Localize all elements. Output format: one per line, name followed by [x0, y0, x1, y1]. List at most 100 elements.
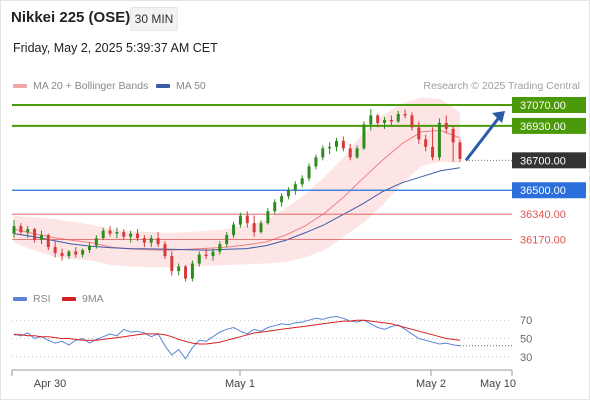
x-tick-label: May 1: [225, 378, 255, 390]
candle: [458, 142, 462, 159]
9ma-swatch-icon: [62, 297, 76, 302]
candle: [280, 196, 284, 203]
candle: [273, 202, 277, 212]
candle: [74, 251, 78, 255]
candle: [163, 244, 167, 257]
legend-item-ma20: MA 20 + Bollinger Bands: [13, 80, 148, 92]
level-label: 37070.00: [520, 100, 566, 112]
candle: [431, 146, 435, 158]
candle: [314, 157, 318, 167]
rsi-swatch-icon: [13, 297, 27, 302]
interval-button[interactable]: 30 MIN: [130, 7, 178, 31]
level-tag-36930.00: [512, 117, 586, 134]
candle: [53, 247, 57, 254]
candle: [383, 119, 387, 123]
candle: [266, 211, 270, 224]
candle: [204, 254, 208, 257]
level-tag-36700.00: [512, 152, 586, 169]
bollinger-band: [14, 97, 460, 268]
candle: [225, 235, 229, 245]
candle: [417, 127, 421, 140]
candle: [211, 251, 215, 257]
candle: [245, 215, 249, 224]
level-label: 36170.00: [520, 235, 566, 247]
level-label: 36700.00: [520, 155, 566, 167]
candle: [60, 253, 64, 257]
candle: [46, 235, 50, 248]
legend-label-rsi: RSI: [33, 293, 51, 305]
candle: [19, 226, 23, 233]
candle: [39, 235, 43, 240]
candle: [122, 232, 126, 237]
candle: [33, 229, 37, 240]
rsi-tick-label: 50: [520, 334, 532, 346]
x-tick-label: May 10: [480, 378, 516, 390]
legend-label-ma50: MA 50: [176, 80, 206, 92]
rsi-line: [13, 315, 461, 360]
legend-item-ma50: MA 50: [156, 80, 206, 92]
candle: [252, 223, 256, 233]
candle: [156, 238, 160, 245]
candle: [437, 122, 441, 158]
legend-label-9ma: 9MA: [82, 293, 104, 305]
candle: [232, 224, 236, 236]
candle: [451, 128, 455, 143]
legend-item-9ma: 9MA: [62, 293, 104, 305]
candle: [403, 113, 407, 116]
level-tag-37070.00: [512, 96, 586, 113]
ma20-line: [13, 129, 461, 251]
rsi-tick-label: 70: [520, 315, 532, 327]
candle: [26, 229, 30, 233]
candle: [108, 230, 112, 234]
candle: [101, 230, 105, 239]
candle: [286, 190, 290, 197]
candle: [424, 139, 428, 147]
candle: [334, 140, 338, 147]
research-credit: Research © 2025 Trading Central: [423, 80, 580, 92]
ma20-swatch-icon: [13, 84, 27, 89]
legend-label-ma20: MA 20 + Bollinger Bands: [33, 80, 149, 92]
candle: [300, 178, 304, 185]
candle: [94, 238, 98, 246]
timestamp: Friday, May 2, 2025 5:39:37 AM CET: [13, 41, 218, 55]
candle: [129, 233, 133, 237]
ma50-swatch-icon: [156, 84, 170, 89]
candle: [177, 266, 181, 272]
candle: [136, 233, 140, 239]
candle: [115, 232, 119, 234]
candle: [81, 250, 85, 255]
candle: [67, 251, 71, 257]
level-label: 36930.00: [520, 121, 566, 133]
candle: [348, 148, 352, 158]
candle: [142, 238, 146, 243]
candle: [170, 256, 174, 272]
candle: [184, 266, 188, 279]
page-title: Nikkei 225 (OSE): [11, 9, 131, 26]
level-label: 36500.00: [520, 185, 566, 197]
candle: [259, 223, 263, 233]
x-tick-label: Apr 30: [34, 378, 66, 390]
candle: [321, 148, 325, 158]
candle: [389, 119, 393, 122]
candle: [190, 263, 194, 279]
rsi-ma-line: [14, 319, 461, 345]
candle: [444, 122, 448, 129]
rsi-tick-label: 30: [520, 352, 532, 364]
candle: [197, 254, 201, 264]
candle: [341, 140, 345, 149]
candle: [238, 215, 242, 225]
legend-item-rsi: RSI: [13, 293, 51, 305]
candle: [307, 166, 311, 179]
candle: [87, 245, 91, 251]
candle: [362, 124, 366, 149]
level-tag-36500.00: [512, 182, 586, 199]
candle: [149, 238, 153, 243]
x-tick-label: May 2: [416, 378, 446, 390]
candle: [218, 244, 222, 252]
candle: [376, 115, 380, 123]
forecast-arrowhead-icon: [492, 110, 505, 123]
candle: [355, 148, 359, 158]
candle: [369, 115, 373, 125]
level-label: 36340.00: [520, 209, 566, 221]
